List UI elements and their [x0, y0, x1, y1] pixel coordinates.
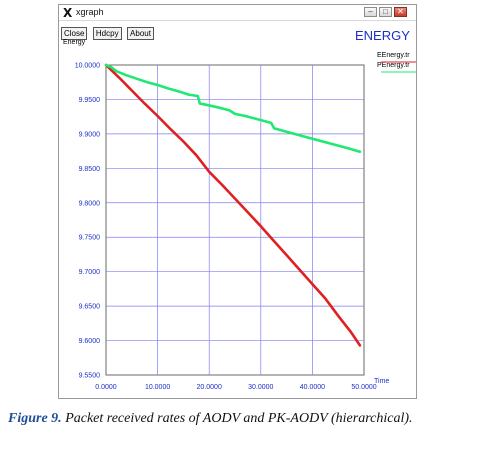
legend-label-penergy: PEnergy.tr [377, 62, 410, 69]
legend-label-eenergy: EEnergy.tr [377, 52, 410, 59]
close-icon[interactable]: ✕ [394, 7, 407, 17]
y-tick-label: 9.8000 [79, 200, 101, 207]
x-tick-label: 0.0000 [95, 384, 117, 391]
legend: EEnergy.tr PEnergy.tr [377, 51, 410, 70]
x-tick-label: 20.0000 [197, 384, 222, 391]
caption-label: Figure 9. [8, 411, 62, 426]
hdcpy-button[interactable]: Hdcpy [92, 27, 122, 40]
xgraph-window: X xgraph – □ ✕ Close Hdcpy About ENERGY … [58, 4, 417, 399]
x-tick-label: 10.0000 [145, 384, 170, 391]
y-tick-label: 9.6500 [79, 304, 101, 311]
xgraph-app-icon: X [63, 6, 73, 20]
y-axis-title: Energy [63, 39, 86, 46]
series-line-eenergy [104, 63, 362, 347]
maximize-icon[interactable]: □ [379, 7, 392, 17]
y-tick-label: 10.0000 [75, 63, 100, 70]
series-line-penergy [104, 63, 362, 154]
plot-area: 0.0000 10.0000 20.0000 30.0000 40.0000 50.000… [75, 61, 416, 391]
legend-item-eenergy: EEnergy.tr [377, 51, 410, 60]
chart-title: ENERGY [355, 28, 410, 43]
close-button[interactable]: Close [61, 27, 88, 40]
toolbar: Close Hdcpy About [61, 23, 155, 41]
legend-item-penergy: PEnergy.tr [377, 61, 410, 70]
y-tick-label: 9.6000 [79, 338, 101, 345]
window-title: xgraph [76, 7, 104, 17]
x-tick-label: 40.0000 [300, 384, 325, 391]
x-axis-title: Time [374, 378, 389, 385]
x-tick-label: 30.0000 [248, 384, 273, 391]
y-tick-label: 9.7500 [79, 235, 101, 242]
figure-caption: Figure 9. Packet received rates of AODV … [8, 410, 470, 427]
y-tick-label: 9.5500 [79, 373, 101, 380]
minimize-icon[interactable]: – [364, 7, 377, 17]
y-tick-label: 9.9500 [79, 97, 101, 104]
title-bar: X xgraph – □ ✕ [59, 5, 416, 21]
y-tick-label: 9.9000 [79, 131, 101, 138]
caption-text: Packet received rates of AODV and PK-AOD… [65, 411, 413, 426]
x-tick-label: 50.0000 [351, 384, 376, 391]
about-button[interactable]: About [127, 27, 154, 40]
y-tick-label: 9.7000 [79, 269, 101, 276]
y-tick-label: 9.8500 [79, 166, 101, 173]
plot-frame [105, 64, 365, 376]
